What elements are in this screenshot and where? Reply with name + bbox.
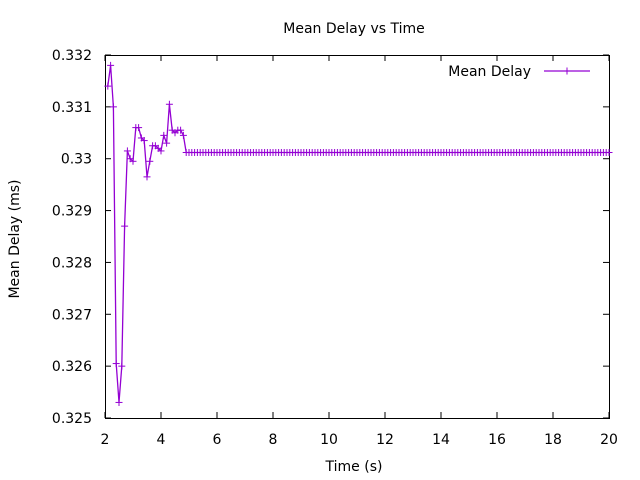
y-tick-label: 0.329	[52, 204, 92, 220]
x-tick-label: 2	[101, 432, 110, 448]
data-point-marker	[107, 61, 115, 69]
x-axis-label: Time (s)	[325, 459, 383, 475]
data-point-marker	[143, 173, 151, 181]
x-tick-label: 20	[600, 432, 618, 448]
series-line	[107, 65, 609, 403]
data-point-marker	[177, 126, 185, 134]
y-tick-label: 0.325	[52, 411, 92, 427]
data-point-marker	[123, 147, 131, 155]
x-tick-label: 18	[544, 432, 562, 448]
legend-plus-icon	[563, 67, 571, 75]
data-point-marker	[160, 131, 168, 139]
x-axis-ticks: 2 4 6 8 10 12 14 16 18 20	[101, 55, 618, 448]
data-point-marker	[605, 148, 613, 156]
x-tick-label: 14	[432, 432, 450, 448]
y-tick-label: 0.332	[52, 48, 92, 64]
data-point-marker	[163, 139, 171, 147]
y-tick-label: 0.327	[52, 307, 92, 323]
data-point-marker	[112, 360, 120, 368]
y-tick-label: 0.328	[52, 255, 92, 271]
series-layer	[104, 61, 613, 406]
data-point-marker	[121, 222, 129, 230]
chart-title: Mean Delay vs Time	[283, 21, 424, 37]
data-point-marker	[157, 147, 165, 155]
data-point-marker	[129, 157, 137, 165]
data-point-marker	[179, 131, 187, 139]
plot-frame	[105, 55, 610, 419]
x-tick-label: 16	[488, 432, 506, 448]
y-axis-ticks: 0.325 0.326 0.327 0.328 0.329 0.33 0.331 0.332	[52, 48, 609, 427]
legend-label: Mean Delay	[448, 64, 531, 80]
data-point-marker	[118, 362, 126, 370]
x-tick-label: 8	[269, 432, 278, 448]
data-point-marker	[104, 82, 112, 90]
y-tick-label: 0.331	[52, 100, 92, 116]
data-point-marker	[165, 100, 173, 108]
data-point-marker	[109, 103, 117, 111]
y-tick-label: 0.326	[52, 359, 92, 375]
data-point-marker	[146, 157, 154, 165]
y-axis-label: Mean Delay (ms)	[7, 179, 23, 298]
y-tick-label: 0.33	[61, 152, 92, 168]
x-tick-label: 10	[320, 432, 338, 448]
data-point-marker	[115, 398, 123, 406]
x-tick-label: 4	[157, 432, 166, 448]
x-tick-label: 12	[376, 432, 394, 448]
x-tick-label: 6	[213, 432, 222, 448]
data-point-marker	[140, 137, 148, 145]
legend-marker-sample	[563, 67, 571, 75]
legend: Mean Delay	[448, 64, 590, 80]
data-point-marker	[135, 124, 143, 132]
